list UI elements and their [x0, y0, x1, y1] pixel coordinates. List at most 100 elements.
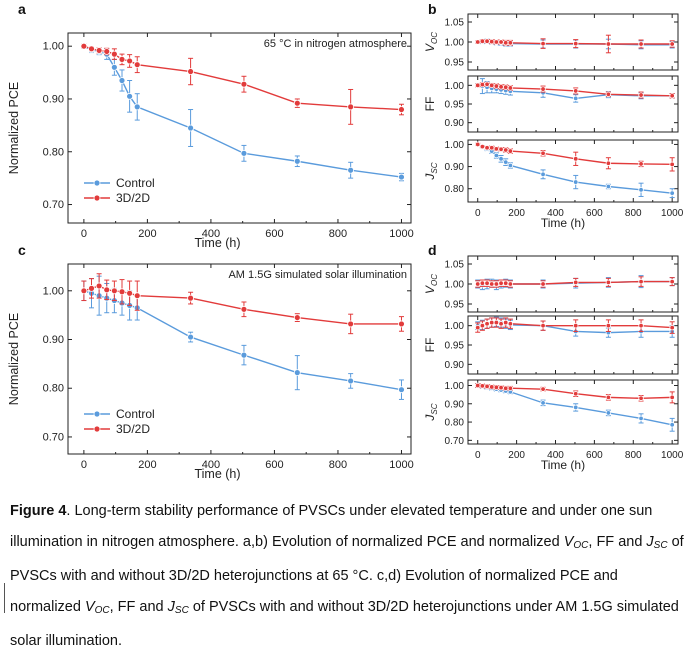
data-point — [293, 99, 301, 107]
data-point — [489, 384, 495, 390]
data-point — [475, 324, 481, 331]
data-point — [398, 320, 405, 328]
x-tick-label: 200 — [138, 228, 156, 240]
data-point — [573, 404, 579, 411]
data-point — [605, 183, 612, 190]
data-point — [240, 305, 248, 313]
data-point — [479, 143, 486, 150]
x-axis-label: Time (h) — [541, 216, 585, 230]
x-axis-label: Time (h) — [541, 458, 585, 472]
data-point — [573, 156, 579, 162]
data-point — [573, 391, 579, 397]
data-point — [507, 385, 514, 391]
data-point — [110, 50, 118, 58]
data-point — [475, 141, 481, 148]
data-point — [293, 369, 301, 377]
y-tick-label: 1.05 — [445, 260, 465, 271]
x-tick-label: 0 — [81, 228, 87, 240]
x-tick-label: 400 — [547, 208, 564, 219]
y-axis-label: FF — [423, 97, 437, 112]
x-tick-label: 600 — [586, 450, 603, 461]
data-point — [638, 278, 644, 285]
x-tick-label: 0 — [475, 450, 481, 461]
y-tick-label: 0.70 — [445, 436, 465, 447]
data-point — [638, 92, 644, 98]
y-tick-label: 1.00 — [43, 41, 64, 53]
x-tick-label: 800 — [625, 450, 642, 461]
data-point — [498, 84, 504, 90]
data-point — [118, 288, 126, 296]
data-point — [110, 63, 118, 71]
y-tick-label: 1.00 — [445, 81, 465, 92]
x-tick-label: 1000 — [661, 208, 684, 219]
data-point — [484, 321, 490, 327]
data-point — [540, 171, 546, 178]
data-point — [503, 385, 509, 391]
x-tick-label: 1000 — [389, 459, 413, 471]
data-point — [398, 386, 405, 394]
data-point — [489, 38, 495, 45]
panel-label-b: b — [428, 1, 437, 17]
y-tick-label: 1.05 — [445, 18, 465, 29]
data-point — [669, 93, 675, 99]
x-tick-label: 400 — [547, 450, 564, 461]
data-point — [479, 322, 486, 329]
figure-4-chart: 0 200 400 600 800 1000 0.70 0.80 0.90 1.00 65 °C i… — [7, 1, 684, 481]
x-tick-label: 200 — [508, 208, 525, 219]
data-point — [493, 152, 500, 159]
data-point — [540, 386, 546, 392]
data-point — [95, 282, 103, 290]
x-tick-label: 1000 — [661, 450, 684, 461]
y-tick-label: 0.80 — [445, 184, 465, 195]
panel-a-axes: 0 200 400 600 800 1000 0.70 0.80 0.90 1.00 — [43, 32, 414, 240]
plot-frame — [67, 32, 412, 224]
x-tick-label: 400 — [202, 228, 220, 240]
data-point — [503, 84, 509, 90]
series-d-1-1 — [475, 317, 675, 334]
data-point — [88, 45, 95, 53]
legend-marker — [93, 179, 101, 187]
data-point — [484, 81, 490, 87]
data-point — [479, 383, 486, 389]
data-point — [573, 179, 579, 185]
y-tick-label: 0.95 — [445, 341, 465, 352]
data-point — [669, 278, 675, 285]
data-point — [240, 80, 248, 88]
data-point — [475, 281, 481, 287]
data-point — [669, 41, 675, 47]
data-point — [80, 287, 88, 295]
data-point — [669, 161, 675, 168]
data-point — [293, 157, 301, 165]
y-tick-label: 0.80 — [445, 418, 465, 429]
data-point — [484, 38, 490, 44]
x-tick-label: 800 — [625, 208, 642, 219]
panel-b-sub-0: 0.95 1.00 1.05 — [445, 13, 679, 71]
data-point — [605, 322, 612, 329]
legend-label: 3D/2D — [116, 422, 150, 436]
data-point — [133, 103, 141, 111]
data-point — [638, 395, 644, 401]
y-tick-label: 0.80 — [43, 146, 64, 158]
y-tick-label: 1.00 — [445, 280, 465, 291]
plot-frame — [467, 379, 679, 445]
x-tick-label: 200 — [508, 450, 525, 461]
y-tick-label: 0.90 — [445, 118, 465, 129]
data-point — [110, 287, 118, 295]
data-point — [540, 86, 546, 92]
legend-label: Control — [116, 407, 155, 421]
legend-marker — [93, 410, 101, 418]
y-axis-label: JSC — [423, 403, 439, 421]
data-point — [507, 148, 514, 154]
y-tick-label: 1.00 — [43, 285, 64, 297]
y-axis-label: JSC — [423, 162, 439, 180]
data-point — [503, 40, 509, 46]
series-d-2-1 — [475, 382, 675, 404]
y-tick-label: 0.70 — [43, 431, 64, 443]
data-point — [118, 55, 126, 63]
data-point — [293, 314, 301, 321]
panel-d-sub-0: 0.95 1.00 1.05 — [445, 255, 679, 313]
y-tick-label: 0.90 — [445, 162, 465, 173]
data-point — [507, 281, 514, 287]
y-axis-label: VOC — [423, 274, 439, 294]
data-point — [503, 319, 509, 326]
